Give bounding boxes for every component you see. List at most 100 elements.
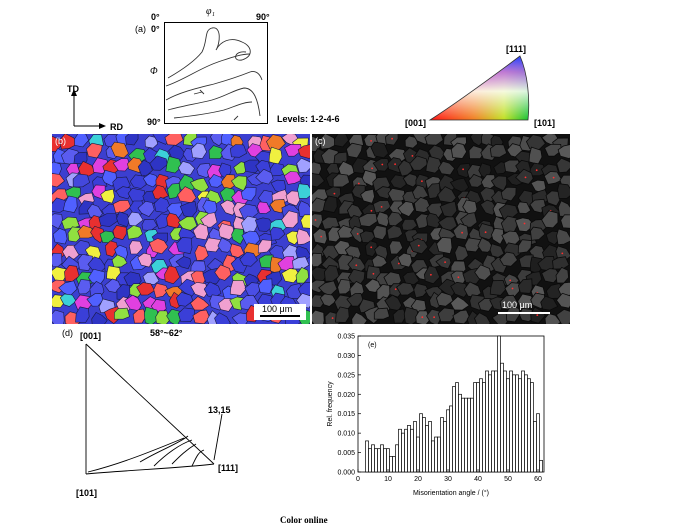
grain	[528, 146, 543, 165]
grain	[479, 199, 497, 216]
histogram-title: (e)	[368, 342, 377, 349]
grain	[153, 282, 169, 299]
histogram-bar	[458, 393, 462, 473]
grain	[474, 312, 491, 324]
axis-td-label: TD	[67, 84, 79, 94]
grain	[557, 144, 570, 160]
grain	[312, 213, 324, 230]
grain	[503, 159, 521, 174]
grain	[77, 225, 96, 239]
grain	[257, 239, 272, 254]
grain	[77, 253, 93, 271]
grain	[231, 228, 245, 245]
grain	[100, 188, 115, 204]
panel-d-label: (d)	[62, 328, 73, 338]
grain	[229, 144, 248, 158]
grain	[177, 278, 198, 297]
grain-map-c	[312, 134, 570, 324]
grain	[489, 144, 508, 158]
grain	[148, 238, 169, 255]
grain	[477, 298, 494, 312]
grain	[141, 218, 158, 231]
grain	[545, 190, 561, 207]
grain	[268, 146, 283, 165]
grain	[243, 159, 261, 174]
grain	[541, 268, 561, 284]
histogram-bar	[461, 397, 465, 473]
grain	[449, 296, 470, 311]
grain	[389, 174, 407, 190]
twin-boundary-marker	[391, 137, 393, 140]
odf-tick-top-left: 0°	[151, 12, 160, 22]
histogram-bar	[467, 397, 471, 473]
grain	[149, 155, 168, 171]
grain	[384, 134, 399, 146]
grain	[126, 225, 143, 240]
misorientation-axis-ipf	[85, 343, 223, 475]
grain	[460, 212, 478, 228]
twin-boundary-marker	[524, 176, 527, 179]
grain	[164, 265, 181, 285]
histogram-bar	[410, 428, 414, 473]
twin-boundary-marker	[394, 163, 396, 166]
histogram-ylabel: Rel. frequency	[327, 381, 334, 427]
grain	[346, 292, 364, 307]
ipf-key-101: [101]	[534, 118, 556, 128]
histogram-xtick-label: 50	[504, 476, 512, 483]
twin-boundary-marker	[331, 317, 334, 319]
histogram-ytick-label: 0.020	[337, 392, 355, 399]
grain	[337, 224, 356, 239]
grain	[360, 188, 375, 204]
grain	[435, 291, 454, 307]
grain	[115, 186, 132, 200]
histogram-bar	[377, 448, 381, 473]
histogram-ytick-label: 0.000	[337, 470, 355, 477]
grain	[372, 158, 391, 172]
grain	[98, 213, 118, 227]
histogram-bar	[497, 335, 501, 473]
grain	[409, 155, 428, 171]
grain	[190, 142, 207, 159]
grain	[176, 237, 193, 254]
grain	[426, 183, 441, 200]
histogram-bar	[518, 378, 522, 473]
twin-boundary-marker	[417, 244, 420, 247]
grain	[514, 217, 535, 233]
grain	[270, 226, 286, 241]
odf-levels: Levels: 1-2-4-6	[277, 114, 340, 124]
histogram-bar	[422, 417, 426, 473]
odf-section-plot	[164, 22, 268, 124]
grain	[129, 174, 147, 189]
grain	[452, 223, 469, 241]
grain	[364, 240, 379, 258]
grain	[375, 186, 392, 200]
grain	[52, 213, 63, 230]
grain	[376, 211, 390, 228]
grain	[557, 183, 570, 199]
grain	[177, 216, 198, 231]
grain	[397, 252, 413, 268]
histogram-bar	[521, 370, 525, 473]
grain	[72, 173, 90, 188]
grain	[99, 230, 116, 244]
grain	[296, 157, 310, 173]
grain	[281, 210, 299, 229]
grain	[478, 223, 495, 241]
grain	[403, 306, 420, 324]
grain	[178, 160, 195, 176]
grain	[351, 311, 368, 324]
histogram-bar	[404, 428, 408, 473]
axis-rd-label: RD	[110, 122, 123, 132]
grain	[370, 141, 389, 159]
grain	[296, 228, 310, 246]
grain	[90, 225, 105, 244]
histogram-bar	[365, 440, 369, 473]
grain	[345, 142, 363, 159]
grain	[217, 237, 234, 253]
grain	[555, 308, 570, 324]
grain	[218, 298, 233, 312]
grain	[435, 256, 452, 270]
grain	[295, 267, 309, 284]
grain	[312, 309, 325, 324]
grain	[335, 306, 350, 323]
